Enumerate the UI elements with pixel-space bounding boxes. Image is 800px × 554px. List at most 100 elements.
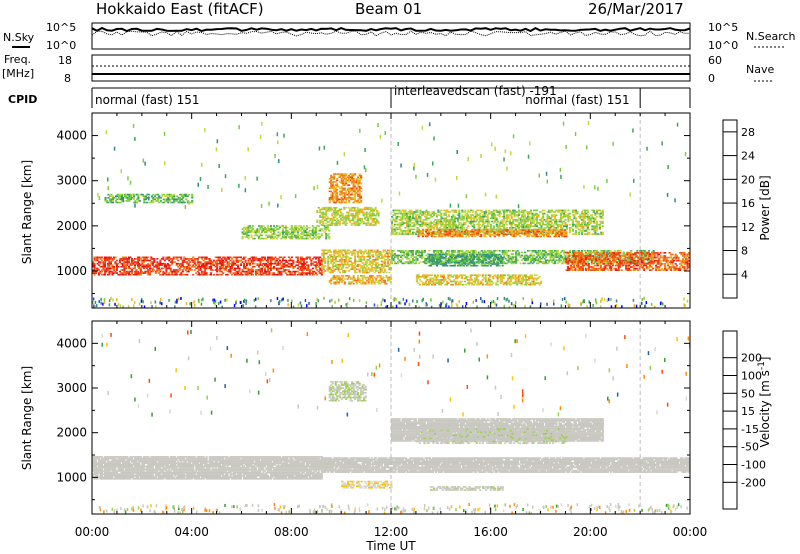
heatmap-cell [332,213,335,215]
heatmap-cell [144,266,147,268]
heatmap-cell [210,259,213,262]
heatmap-cell [250,229,253,232]
heatmap-cell [688,252,690,254]
heatmap-cell [367,216,370,218]
heatmap-cell [471,262,474,265]
heatmap-cell [351,197,354,199]
heatmap-cell [425,261,428,263]
heatmap-cell [429,254,432,257]
heatmap-cell [518,214,521,216]
heatmap-cell [335,222,338,225]
heatmap-cell [492,212,495,215]
heatmap-cell [404,230,407,232]
heatmap-cell [521,225,524,227]
heatmap-cell [165,258,168,260]
cpid-segment-label: normal (fast) 151 [95,93,199,107]
heatmap-cell [219,261,222,263]
heatmap-cell [671,259,674,262]
heatmap-cell [226,258,229,260]
heatmap-cell [141,264,144,266]
heatmap-cell [542,254,545,257]
heatmap-cell [334,219,337,222]
heatmap-cell [238,270,241,273]
heatmap-cell [410,222,413,224]
heatmap-cell [289,273,292,276]
heatmap-cell [503,231,506,234]
heatmap-cell [247,272,250,274]
heatmap-cell [269,269,272,271]
heatmap-cell [334,255,337,258]
heatmap-cell [360,260,363,263]
heatmap-cell [659,269,662,271]
heatmap-cell [447,253,450,255]
heatmap-cell [658,259,661,262]
heatmap-cell [643,250,646,252]
heatmap-cell [647,258,650,260]
heatmap-cell [331,259,334,261]
heatmap-cell [372,262,375,264]
heatmap-cell [659,255,662,257]
heatmap-cell [595,261,598,263]
heatmap-cell [528,262,531,265]
heatmap-cell [391,215,394,218]
heatmap-cell [638,258,641,260]
heatmap-cell [426,211,429,213]
heatmap-cell [628,253,631,256]
heatmap-cell [411,222,414,224]
heatmap-cell [147,264,150,266]
heatmap-cell [455,211,458,213]
heatmap-cell [555,253,558,255]
noise-search-line [91,30,691,37]
heatmap-cell [388,249,391,252]
heatmap-cell [495,225,498,227]
heatmap-cell [351,192,354,194]
heatmap-cell [367,206,370,209]
heatmap-cell [343,271,346,274]
heatmap-cell [210,262,213,265]
heatmap-cell [365,216,368,218]
heatmap-cell [340,211,343,214]
heatmap-cell [336,260,339,263]
heatmap-cell [382,260,385,263]
heatmap-cell [662,255,665,257]
heatmap-cell [339,193,342,196]
heatmap-cell [659,259,662,262]
heatmap-cell [527,223,530,226]
heatmap-cell [467,215,470,218]
heatmap-cell [298,229,301,232]
heatmap-cell [587,255,590,257]
heatmap-cell [322,257,325,259]
heatmap-cell [322,254,325,256]
heatmap-cell [141,262,144,265]
heatmap-cell [358,271,361,274]
heatmap-cell [670,253,673,256]
heatmap-cell [656,256,659,259]
heatmap-cell [531,214,534,216]
heatmap-cell [135,270,138,273]
heatmap-cell [165,269,168,271]
heatmap-cell [680,267,683,270]
heatmap-cell [208,259,211,262]
heatmap-cell [474,261,477,263]
heatmap-cell [516,219,519,221]
heatmap-cell [644,264,647,267]
heatmap-cell [232,272,235,274]
heatmap-cell [313,236,316,238]
heatmap-cell [437,209,440,212]
heatmap-cell [407,211,410,213]
heatmap-cell [627,257,630,260]
heatmap-cell [301,231,304,234]
heatmap-cell [307,226,310,229]
heatmap-cell [531,217,534,220]
heatmap-cell [205,261,208,263]
heatmap-cell [575,252,578,254]
heatmap-cell [235,272,238,274]
heatmap-cell [381,263,384,266]
heatmap-cell [101,256,104,259]
heatmap-cell [162,270,165,273]
heatmap-cell [351,198,354,201]
heatmap-cell [95,258,98,260]
heatmap-cell [395,256,398,258]
heatmap-cell [438,222,441,224]
heatmap-cell [289,264,292,266]
